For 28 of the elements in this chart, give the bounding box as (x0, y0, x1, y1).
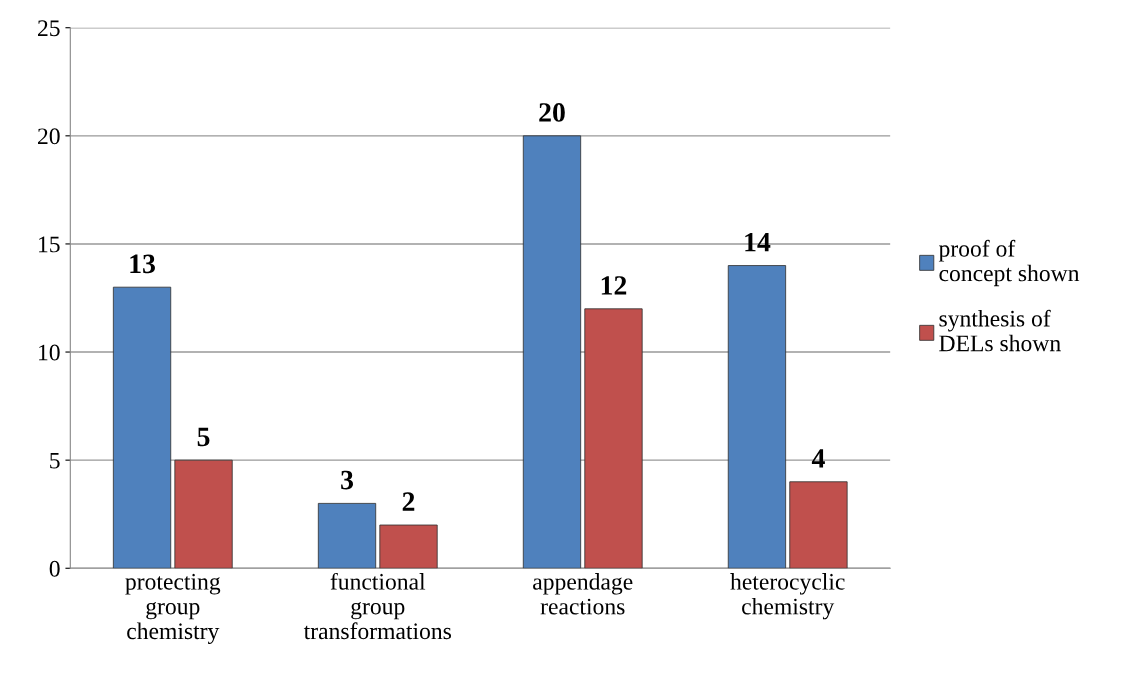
data-label: 13 (130, 254, 155, 274)
y-tick-label: 0 (49, 560, 60, 577)
x-tick-label: appendage reactions (533, 573, 633, 615)
y-tick-label: 5 (50, 452, 60, 469)
bar (174, 459, 233, 569)
data-label: 20 (539, 103, 565, 122)
y-tick-label: 20 (38, 128, 60, 145)
bar (727, 265, 787, 569)
data-label: 14 (745, 232, 771, 252)
bar (379, 524, 438, 569)
legend-label: synthesis of DELs shown (939, 309, 1061, 352)
x-tick-label: functional group transformations (303, 572, 451, 640)
bar (112, 286, 172, 569)
data-label: 4 (811, 449, 825, 468)
x-tick-label: heterocyclic chemistry (730, 573, 845, 620)
data-label: 12 (601, 276, 627, 295)
bar (584, 308, 643, 569)
bar (522, 135, 582, 569)
y-tick-label: 15 (39, 236, 60, 253)
bar (317, 502, 377, 569)
y-tick-label: 25 (38, 20, 60, 37)
data-label: 2 (402, 492, 415, 511)
data-label: 3 (341, 470, 354, 490)
bar (789, 481, 848, 569)
data-label: 5 (197, 427, 210, 447)
x-tick-label: protecting group chemistry (125, 573, 221, 645)
legend-label: proof of concept shown (938, 239, 1080, 287)
y-tick-label: 10 (39, 344, 60, 361)
